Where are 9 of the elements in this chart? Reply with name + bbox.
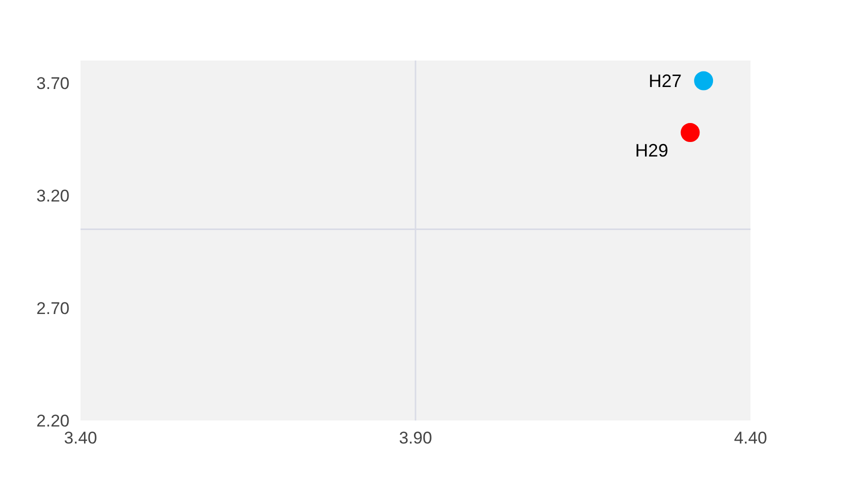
y-tick-label: 2.70: [36, 299, 70, 318]
x-tick-label: 4.40: [734, 428, 768, 448]
series-label: H27: [648, 70, 682, 91]
x-tick-label: 3.40: [64, 428, 98, 448]
series-label: H29: [635, 140, 668, 160]
y-tick-label: 3.20: [36, 186, 70, 206]
x-tick-label: 3.90: [398, 428, 432, 448]
y-tick-label: 3.70: [36, 74, 70, 93]
y-tick-label: 2.20: [36, 412, 70, 430]
